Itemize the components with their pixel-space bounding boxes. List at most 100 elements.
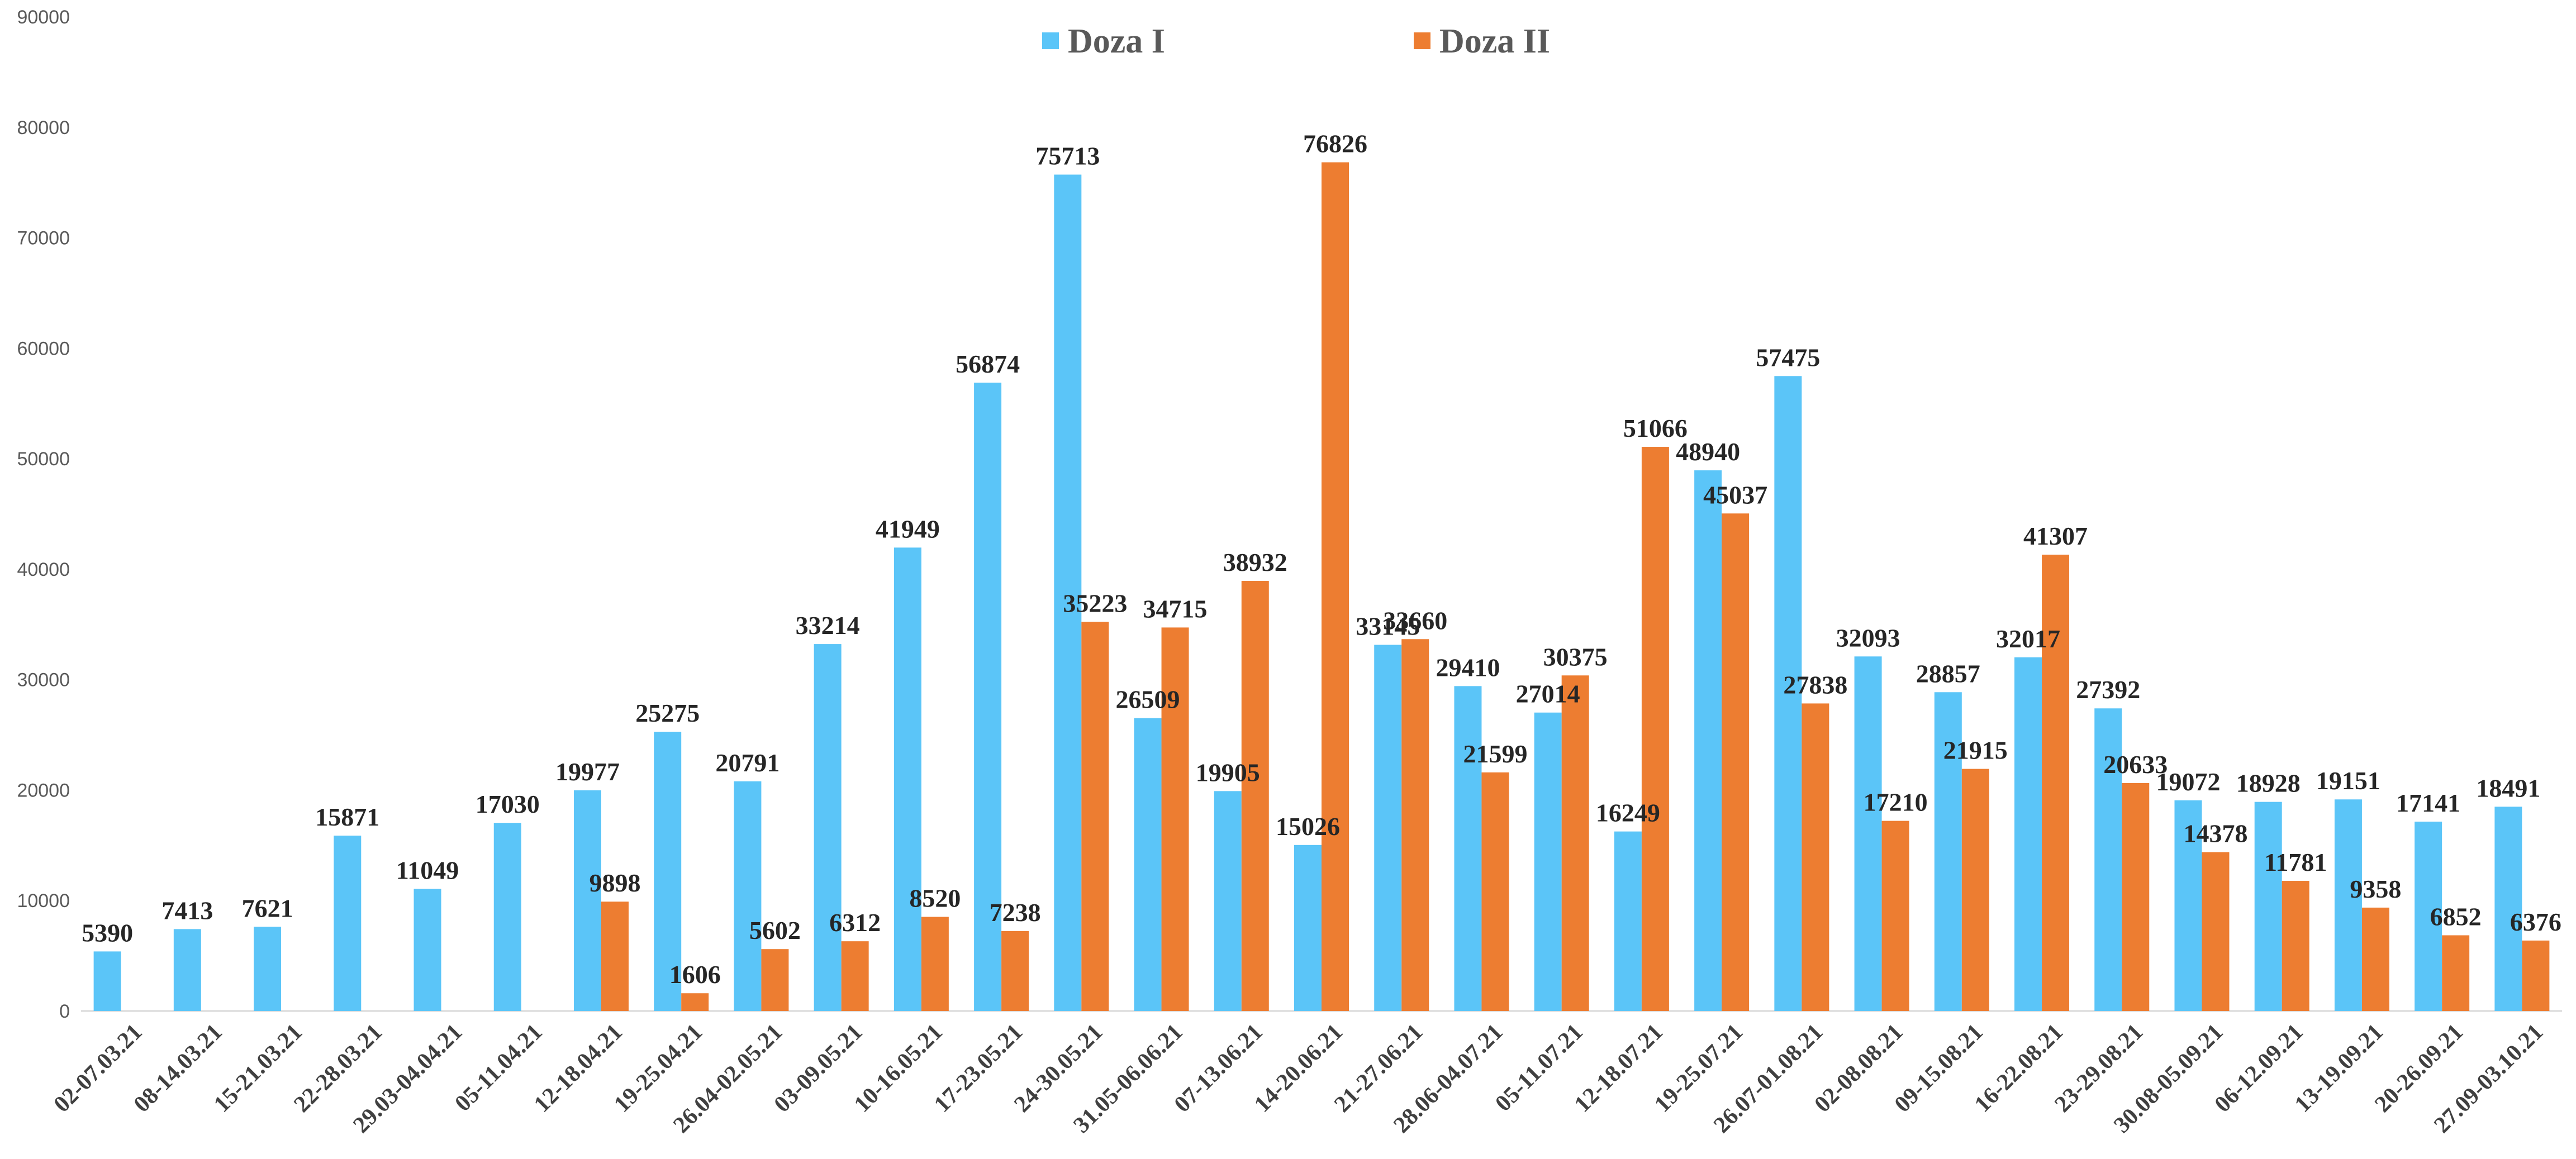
data-label: 41307 bbox=[2023, 522, 2088, 550]
data-label: 7413 bbox=[161, 896, 213, 924]
data-label: 19905 bbox=[1196, 758, 1260, 786]
bar-doza-i bbox=[814, 644, 842, 1011]
data-label: 14378 bbox=[2183, 819, 2247, 848]
bar-doza-ii bbox=[2442, 935, 2470, 1011]
bar-doza-ii bbox=[921, 917, 949, 1011]
bar-doza-i bbox=[173, 929, 201, 1011]
bar-doza-ii bbox=[1881, 821, 1909, 1011]
bar-doza-ii bbox=[681, 993, 709, 1011]
bar-doza-ii bbox=[2122, 783, 2150, 1011]
bar-doza-i bbox=[2334, 799, 2362, 1011]
bar-doza-ii bbox=[841, 941, 869, 1011]
bar-doza-i bbox=[93, 951, 121, 1011]
data-label: 41949 bbox=[876, 514, 940, 543]
data-label: 33214 bbox=[796, 611, 860, 640]
bars bbox=[93, 162, 2550, 1011]
bar-doza-ii bbox=[1161, 627, 1189, 1011]
y-tick-label: 0 bbox=[59, 1001, 70, 1022]
bar-doza-i bbox=[1614, 831, 1642, 1011]
data-label: 7621 bbox=[242, 894, 293, 922]
bar-doza-ii bbox=[1322, 162, 1349, 1011]
bar-doza-i bbox=[1694, 470, 1722, 1011]
data-label: 35223 bbox=[1063, 589, 1127, 617]
bar-doza-i bbox=[893, 547, 921, 1011]
data-label: 20633 bbox=[2103, 750, 2168, 779]
data-label: 19151 bbox=[2316, 766, 2380, 795]
data-label: 33660 bbox=[1383, 606, 1447, 635]
bar-doza-i bbox=[254, 927, 282, 1011]
bar-doza-i bbox=[734, 781, 762, 1011]
y-tick-label: 20000 bbox=[17, 780, 70, 801]
data-label: 38932 bbox=[1223, 548, 1287, 576]
bar-doza-i bbox=[493, 823, 521, 1011]
bar-doza-i bbox=[1934, 692, 1962, 1011]
data-label: 75713 bbox=[1035, 142, 1100, 170]
data-label: 17030 bbox=[476, 790, 540, 818]
data-label: 27014 bbox=[1516, 680, 1580, 708]
bar-doza-ii bbox=[1401, 639, 1429, 1011]
bar-doza-ii bbox=[1481, 772, 1509, 1011]
bar-doza-i bbox=[573, 790, 601, 1011]
bar-doza-ii bbox=[1561, 675, 1589, 1011]
data-label: 25275 bbox=[635, 699, 700, 727]
bar-doza-ii bbox=[1722, 513, 1750, 1011]
bar-doza-i bbox=[1854, 656, 1882, 1011]
data-label: 51066 bbox=[1623, 414, 1688, 442]
y-tick-label: 80000 bbox=[17, 117, 70, 139]
data-label: 32093 bbox=[1836, 623, 1900, 652]
bar-doza-i bbox=[2014, 657, 2042, 1011]
data-label: 15871 bbox=[315, 803, 379, 831]
data-label: 20791 bbox=[715, 748, 780, 777]
bar-doza-i bbox=[1534, 712, 1562, 1011]
bar-doza-ii bbox=[2361, 907, 2389, 1011]
data-label: 76826 bbox=[1303, 130, 1367, 158]
data-label: 28857 bbox=[1916, 659, 1980, 688]
data-label: 33145 bbox=[1356, 612, 1420, 640]
y-tick-label: 90000 bbox=[17, 7, 70, 28]
data-label: 5390 bbox=[82, 918, 133, 947]
bar-doza-i bbox=[1374, 645, 1402, 1011]
data-label: 6852 bbox=[2430, 902, 2482, 931]
data-label: 11049 bbox=[396, 856, 459, 884]
data-label: 1606 bbox=[669, 960, 721, 989]
legend-swatch bbox=[1414, 32, 1430, 49]
y-tick-label: 50000 bbox=[17, 449, 70, 470]
bar-doza-i bbox=[2174, 800, 2202, 1011]
bar-doza-i bbox=[414, 889, 441, 1011]
data-label: 17141 bbox=[2396, 789, 2460, 817]
data-label: 17210 bbox=[1864, 788, 1928, 817]
data-label: 5602 bbox=[749, 916, 801, 945]
data-label: 19977 bbox=[555, 757, 620, 786]
y-tick-label: 60000 bbox=[17, 338, 70, 359]
data-label: 32017 bbox=[1996, 624, 2060, 653]
data-label: 18928 bbox=[2236, 769, 2301, 798]
legend-swatch bbox=[1042, 32, 1059, 49]
data-label: 48940 bbox=[1676, 437, 1740, 466]
bar-doza-ii bbox=[1641, 447, 1669, 1011]
bar-doza-ii bbox=[1241, 581, 1269, 1011]
data-label: 9358 bbox=[2350, 875, 2401, 903]
data-labels: 5390 7413 7621 15871 11049 17030 19977 9898 2527… bbox=[82, 130, 2561, 989]
y-tick-label: 10000 bbox=[17, 890, 70, 912]
bar-doza-i bbox=[1294, 845, 1322, 1011]
legend: Doza I Doza II bbox=[1042, 22, 1550, 60]
bar-doza-ii bbox=[2042, 555, 2070, 1011]
data-label: 26509 bbox=[1116, 685, 1180, 714]
data-label: 11781 bbox=[2264, 848, 2327, 876]
bar-doza-ii bbox=[2202, 852, 2230, 1011]
bar-doza-i bbox=[1214, 791, 1242, 1011]
bar-doza-i bbox=[974, 383, 1002, 1011]
bar-doza-i bbox=[1054, 174, 1082, 1011]
data-label: 16249 bbox=[1596, 799, 1660, 827]
data-label: 15026 bbox=[1276, 812, 1340, 841]
data-label: 56874 bbox=[956, 350, 1020, 378]
bar-doza-ii bbox=[601, 902, 629, 1011]
data-label: 30375 bbox=[1543, 642, 1608, 671]
bar-doza-ii bbox=[1802, 703, 1829, 1011]
data-label: 19072 bbox=[2156, 767, 2220, 796]
data-label: 21599 bbox=[1463, 740, 1527, 768]
data-label: 8520 bbox=[909, 884, 961, 912]
bar-doza-i bbox=[2254, 802, 2282, 1011]
data-label: 9898 bbox=[589, 869, 640, 897]
